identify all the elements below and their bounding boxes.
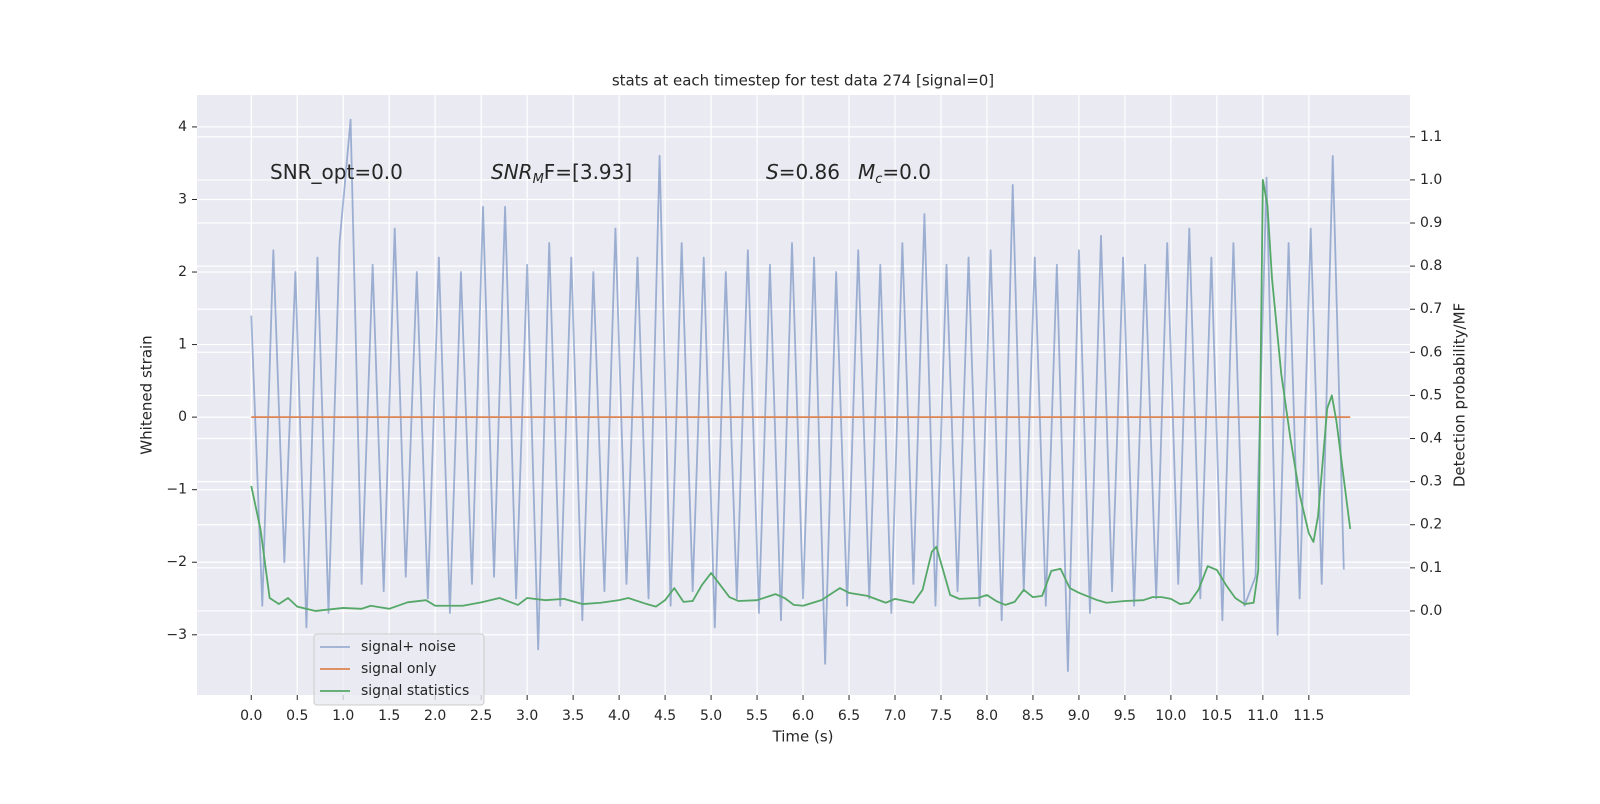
x-tick-label: 3.0 (516, 708, 538, 724)
annotation-base: SNR (491, 160, 533, 184)
annotation: SNR_opt=0.0 (270, 160, 403, 184)
y-tick-label: 0 (178, 409, 187, 425)
x-tick-label: 4.5 (654, 708, 676, 724)
annotation-base: S (766, 160, 779, 184)
x-tick-label: 11.0 (1247, 708, 1278, 724)
annotation-rest: =0.86 (779, 160, 840, 184)
x-tick-label: 10.0 (1155, 708, 1186, 724)
y-tick-label: 4 (178, 119, 187, 135)
annotation: SNRMF=[3.93] (491, 160, 632, 187)
x-tick-label: 5.0 (700, 708, 722, 724)
y2-tick-label: 0.6 (1420, 344, 1442, 360)
x-tick-label: 3.5 (562, 708, 584, 724)
x-tick-label: 8.5 (1022, 708, 1044, 724)
y-tick-label: 2 (178, 264, 187, 280)
annotation-sub: c (875, 172, 882, 187)
y-tick-label: −1 (166, 482, 187, 498)
y-tick-label: −3 (166, 627, 187, 643)
y2-tick-label: 0.8 (1420, 258, 1442, 274)
legend-label: signal statistics (361, 683, 469, 699)
annotation-rest: F=[3.93] (544, 160, 632, 184)
legend-box (313, 633, 485, 706)
y2-tick-label: 0.3 (1420, 474, 1442, 490)
y2-tick-label: 0.0 (1420, 603, 1442, 619)
series-line (250, 118, 1345, 672)
x-tick-label: 6.0 (792, 708, 814, 724)
y2-axis-label: Detection probability/MF (1451, 303, 1469, 487)
x-tick-label: 0.0 (240, 708, 262, 724)
y2-tick-label: 0.4 (1420, 431, 1442, 447)
y2-tick-label: 0.5 (1420, 387, 1442, 403)
x-tick-label: 7.5 (930, 708, 952, 724)
chart-title: stats at each timestep for test data 274… (612, 72, 994, 90)
x-tick-label: 11.5 (1293, 708, 1324, 724)
y2-tick-label: 0.9 (1420, 215, 1442, 231)
annotation-rest: =0.0 (882, 160, 931, 184)
annotation-sub: M (533, 172, 544, 187)
y2-tick-label: 1.0 (1420, 172, 1442, 188)
annotation-base: M (858, 160, 875, 184)
y-axis-label: Whitened strain (138, 335, 156, 454)
x-axis-label: Time (s) (772, 728, 834, 746)
x-tick-label: 2.0 (424, 708, 446, 724)
x-tick-label: 4.0 (608, 708, 630, 724)
x-tick-label: 1.0 (332, 708, 354, 724)
y2-tick-label: 1.1 (1420, 129, 1442, 145)
legend-label: signal only (361, 661, 436, 677)
x-tick-label: 9.5 (1114, 708, 1136, 724)
y2-tick-label: 0.1 (1420, 560, 1442, 576)
x-tick-label: 8.0 (976, 708, 998, 724)
legend-label: signal+ noise (361, 639, 456, 655)
annotation: S=0.86 (766, 160, 840, 184)
y-tick-label: −2 (166, 554, 187, 570)
annotation-base: SNR_opt=0.0 (270, 160, 403, 184)
x-tick-label: 9.0 (1068, 708, 1090, 724)
y-tick-label: 3 (178, 191, 187, 207)
y2-tick-label: 0.2 (1420, 517, 1442, 533)
x-tick-label: 10.5 (1201, 708, 1232, 724)
x-tick-label: 2.5 (470, 708, 492, 724)
y-tick-label: 1 (178, 337, 187, 353)
y2-tick-label: 0.7 (1420, 301, 1442, 317)
x-tick-label: 6.5 (838, 708, 860, 724)
series-line (250, 179, 1352, 612)
x-tick-label: 0.5 (286, 708, 308, 724)
annotation: Mc=0.0 (858, 160, 931, 187)
x-tick-label: 1.5 (378, 708, 400, 724)
x-tick-label: 7.0 (884, 708, 906, 724)
x-tick-label: 5.5 (746, 708, 768, 724)
